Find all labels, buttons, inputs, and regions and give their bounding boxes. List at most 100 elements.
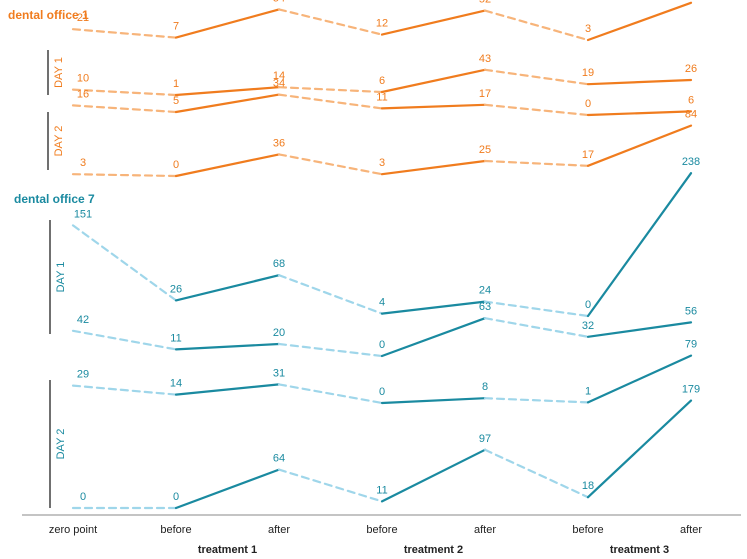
- series-segment: [174, 93, 281, 114]
- data-label: 97: [479, 433, 491, 445]
- data-label: 31: [273, 367, 285, 379]
- data-label: 29: [77, 369, 89, 381]
- data-label: 17: [582, 149, 594, 161]
- data-label: 54: [273, 0, 285, 4]
- data-label: 25: [479, 144, 491, 156]
- data-label: 1: [585, 385, 591, 397]
- series-segment: [71, 88, 178, 97]
- data-label: 1: [173, 78, 179, 90]
- series-segment: [174, 274, 281, 302]
- data-label: 8: [482, 381, 488, 393]
- data-label: 4: [379, 297, 385, 309]
- series-segment: [380, 103, 487, 110]
- series-segment: [586, 321, 693, 338]
- series-segment: [586, 1, 693, 42]
- series-segment: [277, 8, 384, 36]
- panel-title: dental office 1: [8, 8, 89, 22]
- series-segment: [483, 300, 590, 318]
- x-tick-label: after: [268, 524, 290, 536]
- data-label: 52: [479, 0, 491, 6]
- panel-title: dental office 7: [14, 192, 95, 206]
- series-segment: [174, 383, 281, 396]
- series-segment: [71, 28, 178, 39]
- series-segment: [174, 153, 281, 178]
- data-label: 26: [170, 283, 182, 295]
- series-segment: [586, 172, 693, 318]
- data-label: 36: [273, 137, 285, 149]
- data-label: 21: [77, 12, 89, 24]
- x-group-label: treatment 3: [610, 544, 669, 556]
- data-label: 11: [376, 91, 387, 103]
- data-label: 20: [273, 327, 285, 339]
- data-label: 0: [585, 98, 591, 110]
- data-label: 32: [582, 320, 594, 332]
- data-label: 68: [273, 258, 285, 270]
- series-segment: [71, 329, 178, 351]
- series-segment: [277, 468, 384, 503]
- series-segment: [380, 159, 487, 176]
- series-segment: [483, 9, 590, 42]
- data-label: 79: [685, 339, 697, 351]
- x-group-label: treatment 1: [198, 544, 257, 556]
- data-label: 56: [685, 305, 697, 317]
- data-label: 6: [379, 75, 385, 87]
- data-label: 7: [173, 21, 179, 33]
- series-segment: [380, 300, 487, 315]
- series-segment: [174, 342, 281, 351]
- series-segment: [174, 8, 281, 39]
- series-segment: [71, 384, 178, 396]
- data-label: 179: [682, 384, 700, 396]
- series-segment: [380, 68, 487, 94]
- data-label: 24: [479, 285, 491, 297]
- data-label: 3: [585, 23, 591, 35]
- series-segment: [586, 124, 693, 167]
- series-segment: [277, 342, 384, 358]
- series-segment: [174, 86, 281, 97]
- data-label: 5: [173, 95, 179, 107]
- series-segment: [483, 159, 590, 167]
- data-label: 63: [479, 301, 491, 313]
- series-segment: [71, 173, 178, 178]
- data-label: 151: [74, 208, 92, 220]
- data-label: 0: [80, 491, 86, 503]
- day-label: DAY 2: [55, 429, 67, 460]
- series-segment: [71, 104, 178, 114]
- x-tick-label: before: [160, 524, 191, 536]
- series-segment: [277, 274, 384, 315]
- data-label: 64: [273, 453, 285, 465]
- data-label: 42: [77, 314, 89, 326]
- series-segment: [586, 78, 693, 86]
- data-label: 0: [173, 159, 179, 171]
- data-label: 238: [682, 156, 700, 168]
- data-label: 43: [479, 53, 491, 65]
- data-label: 0: [379, 386, 385, 398]
- x-tick-label: zero point: [49, 524, 97, 536]
- series-segment: [380, 397, 487, 405]
- series-segment: [277, 86, 384, 94]
- data-label: 12: [376, 18, 388, 30]
- series-segment: [483, 397, 590, 404]
- data-label: 34: [273, 78, 285, 90]
- data-label: 3: [379, 157, 385, 169]
- x-group-label: treatment 2: [404, 544, 463, 556]
- series-segment: [380, 448, 487, 503]
- day-label: DAY 2: [53, 126, 65, 157]
- data-label: 0: [585, 299, 591, 311]
- series-segment: [277, 93, 384, 110]
- data-label: 17: [479, 88, 491, 100]
- data-label: 3: [80, 157, 86, 169]
- series-segment: [71, 224, 178, 302]
- data-label: 14: [273, 70, 285, 82]
- series-segment: [380, 9, 487, 36]
- data-label: 19: [582, 67, 594, 79]
- x-tick-label: before: [572, 524, 603, 536]
- series-segment: [277, 153, 384, 176]
- x-tick-label: before: [366, 524, 397, 536]
- data-label: 18: [582, 480, 594, 492]
- x-tick-label: after: [474, 524, 496, 536]
- series-segment: [483, 68, 590, 86]
- data-label: 0: [173, 491, 179, 503]
- data-label: 14: [170, 378, 182, 390]
- data-label: 11: [376, 484, 387, 496]
